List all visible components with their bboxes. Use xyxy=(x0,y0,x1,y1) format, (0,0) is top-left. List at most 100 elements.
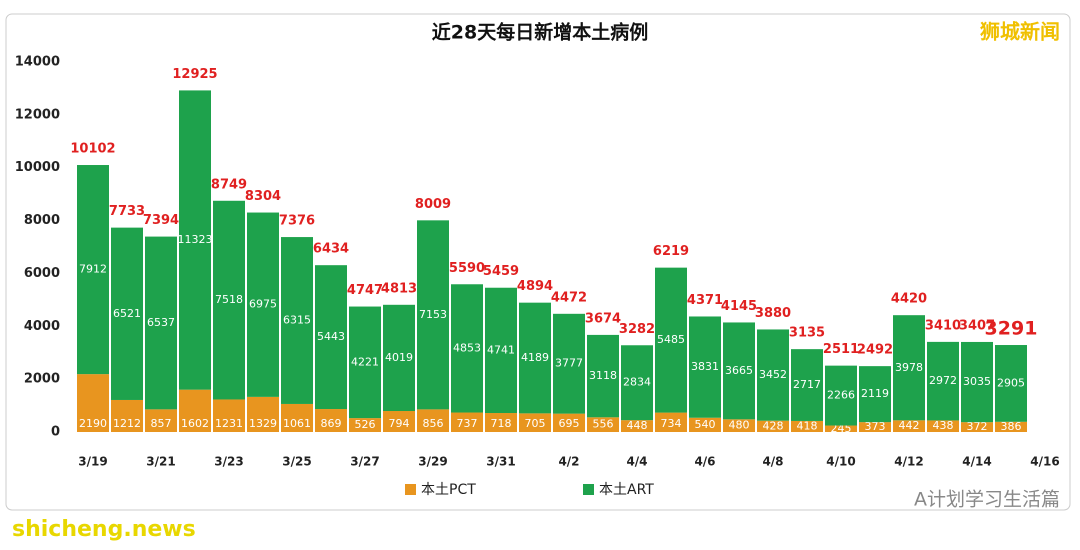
total-label: 3880 xyxy=(755,306,791,321)
bar-value-label: 1329 xyxy=(249,417,277,430)
bar-segment xyxy=(961,422,993,432)
x-tick-label: 4/2 xyxy=(558,455,579,469)
bar-value-label: 3831 xyxy=(691,360,719,373)
bar-value-label: 1602 xyxy=(181,417,209,430)
total-label: 3282 xyxy=(619,322,655,337)
bar-segment xyxy=(723,419,755,432)
x-tick-label: 3/29 xyxy=(418,455,447,469)
bar-segment xyxy=(111,227,143,400)
bar-value-label: 4741 xyxy=(487,343,515,356)
bar-value-label: 3978 xyxy=(895,361,923,374)
bar-value-label: 526 xyxy=(355,418,376,431)
bar-segment xyxy=(451,412,483,432)
bar-value-label: 1061 xyxy=(283,417,311,430)
bar-segment xyxy=(519,413,551,432)
x-tick-label: 4/14 xyxy=(962,455,991,469)
x-tick-label: 4/12 xyxy=(894,455,923,469)
x-tick-label: 3/25 xyxy=(282,455,311,469)
bar-value-label: 718 xyxy=(491,417,512,430)
x-tick-label: 3/23 xyxy=(214,455,243,469)
x-tick-label: 4/8 xyxy=(762,455,783,469)
bar-value-label: 3118 xyxy=(589,369,617,382)
bar-segment xyxy=(553,313,585,414)
total-label: 4472 xyxy=(551,290,587,305)
legend-swatch xyxy=(583,484,594,495)
bar-value-label: 6975 xyxy=(249,298,277,311)
bar-segment xyxy=(485,287,517,414)
bar-value-label: 695 xyxy=(559,417,580,430)
bar-value-label: 2905 xyxy=(997,376,1025,389)
x-tick-label: 4/4 xyxy=(626,455,647,469)
total-label: 7394 xyxy=(143,213,179,228)
bar-segment xyxy=(927,420,959,432)
bar-value-label: 4853 xyxy=(453,341,481,354)
bar-segment xyxy=(417,409,449,432)
bar-segment xyxy=(757,329,789,421)
bar-value-label: 11323 xyxy=(178,233,213,246)
total-label: 10102 xyxy=(70,142,115,157)
bar-value-label: 480 xyxy=(729,419,750,432)
bar-segment xyxy=(213,200,245,400)
total-label: 6434 xyxy=(313,242,349,257)
bar-segment xyxy=(587,334,619,418)
bar-segment xyxy=(77,374,109,432)
bar-segment xyxy=(179,389,211,432)
x-tick-label: 4/10 xyxy=(826,455,855,469)
bar-segment xyxy=(995,345,1027,422)
total-label: 4813 xyxy=(381,281,417,296)
bar-segment xyxy=(995,421,1027,432)
source-label: 狮城新闻 xyxy=(980,20,1060,44)
bar-value-label: 372 xyxy=(967,420,988,433)
bar-value-label: 442 xyxy=(899,419,920,432)
total-label: 7376 xyxy=(279,214,315,229)
y-tick-label: 0 xyxy=(51,425,60,440)
bar-segment xyxy=(927,341,959,421)
legend-label: 本土ART xyxy=(599,482,654,498)
bar-value-label: 2834 xyxy=(623,376,651,389)
total-label: 3410 xyxy=(925,318,961,333)
bar-value-label: 6537 xyxy=(147,316,175,329)
chart-title: 近28天每日新增本土病例 xyxy=(432,21,648,44)
bar-segment xyxy=(791,420,823,432)
bar-segment xyxy=(383,411,415,432)
total-label: 4894 xyxy=(517,279,553,294)
total-label: 4371 xyxy=(687,293,723,308)
total-label: 4145 xyxy=(721,299,757,314)
total-label: 3135 xyxy=(789,326,825,341)
bar-segment xyxy=(349,306,381,419)
bar-segment xyxy=(893,315,925,421)
bar-segment xyxy=(757,420,789,432)
bar-segment xyxy=(859,422,891,432)
total-label: 7733 xyxy=(109,204,145,219)
bar-value-label: 4189 xyxy=(521,351,549,364)
bar-value-label: 3035 xyxy=(963,375,991,388)
bar-value-label: 4019 xyxy=(385,351,413,364)
bar-value-label: 794 xyxy=(389,417,410,430)
bar-value-label: 5443 xyxy=(317,330,345,343)
bar-segment xyxy=(145,409,177,432)
bar-value-label: 6315 xyxy=(283,314,311,327)
bar-segment xyxy=(383,304,415,412)
bar-segment xyxy=(621,420,653,432)
bar-value-label: 2972 xyxy=(929,374,957,387)
total-label: 4420 xyxy=(891,292,927,307)
bar-segment xyxy=(247,396,279,432)
bar-segment xyxy=(179,90,211,390)
bar-value-label: 2190 xyxy=(79,417,107,430)
total-label: 2511 xyxy=(823,342,859,357)
bar-segment xyxy=(281,403,313,432)
bar-value-label: 856 xyxy=(423,417,444,430)
bar-segment xyxy=(111,399,143,432)
bar-segment xyxy=(281,237,313,404)
bar-value-label: 418 xyxy=(797,419,818,432)
bar-value-label: 386 xyxy=(1001,420,1022,433)
bar-value-label: 448 xyxy=(627,419,648,432)
y-tick-label: 14000 xyxy=(15,55,60,70)
bar-value-label: 1231 xyxy=(215,417,243,430)
bar-value-label: 3665 xyxy=(725,364,753,377)
bar-segment xyxy=(213,399,245,432)
bar-value-label: 857 xyxy=(151,417,172,430)
bar-value-label: 7518 xyxy=(215,293,243,306)
bar-segment xyxy=(655,412,687,432)
bar-segment xyxy=(417,220,449,410)
